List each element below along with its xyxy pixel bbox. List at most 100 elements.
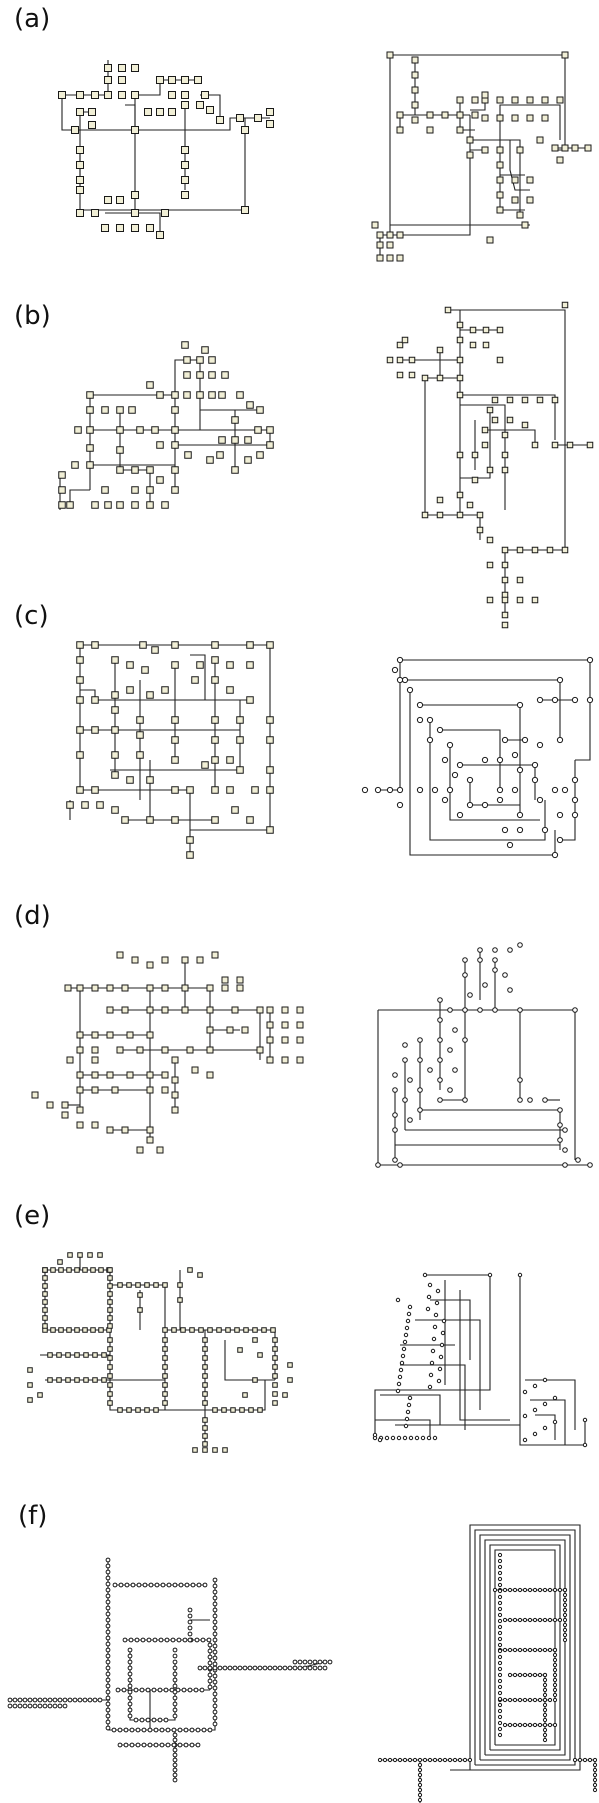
node-dot bbox=[562, 1617, 568, 1623]
node-box bbox=[171, 736, 179, 744]
node-dot bbox=[512, 1697, 518, 1703]
node-dot bbox=[462, 957, 468, 963]
node-box bbox=[206, 456, 214, 464]
node-dot bbox=[407, 1117, 413, 1123]
node-dot bbox=[361, 786, 369, 794]
node-box bbox=[121, 1006, 129, 1014]
node-dot bbox=[292, 1659, 298, 1665]
node-box bbox=[202, 1441, 208, 1447]
node-box bbox=[146, 691, 154, 699]
node-box bbox=[161, 1071, 169, 1079]
node-dot bbox=[187, 1687, 193, 1693]
node-dot bbox=[127, 1665, 133, 1671]
node-box bbox=[82, 1267, 88, 1273]
node-box bbox=[471, 476, 479, 484]
node-dot bbox=[105, 1623, 111, 1629]
node-dot bbox=[172, 1647, 178, 1653]
node-dot bbox=[517, 1077, 523, 1083]
node-dot bbox=[105, 1719, 111, 1725]
node-dot bbox=[417, 1757, 423, 1763]
node-dot bbox=[396, 1381, 402, 1387]
node-box bbox=[272, 1364, 278, 1370]
node-dot bbox=[521, 736, 529, 744]
node-dot bbox=[592, 1762, 598, 1768]
node-dot bbox=[402, 1042, 408, 1048]
node-dot bbox=[416, 786, 424, 794]
node-dot bbox=[142, 1582, 148, 1588]
node-box bbox=[162, 1327, 168, 1333]
node-box bbox=[202, 1382, 208, 1388]
node-box bbox=[481, 426, 489, 434]
node-box bbox=[501, 431, 509, 439]
node-box bbox=[131, 126, 139, 134]
node-box bbox=[146, 816, 154, 824]
node-dot bbox=[105, 1695, 111, 1701]
node-dot bbox=[392, 1087, 398, 1093]
node-box bbox=[221, 984, 229, 992]
node-dot bbox=[395, 1297, 401, 1303]
node-dot bbox=[212, 1637, 218, 1643]
node-dot bbox=[123, 1727, 129, 1733]
node-dot bbox=[166, 1582, 172, 1588]
node-box bbox=[236, 976, 244, 984]
node-dot bbox=[552, 1692, 558, 1698]
node-box bbox=[104, 501, 112, 509]
node-box bbox=[401, 336, 409, 344]
node-dot bbox=[462, 1097, 468, 1103]
node-dot bbox=[531, 776, 539, 784]
node-box bbox=[47, 1377, 53, 1383]
node-box bbox=[501, 451, 509, 459]
node-box bbox=[202, 1391, 208, 1397]
node-dot bbox=[151, 1717, 157, 1723]
panel-a-orthogonal-layout bbox=[371, 51, 592, 262]
node-box bbox=[136, 731, 144, 739]
node-box bbox=[426, 111, 434, 119]
node-box bbox=[76, 186, 84, 194]
node-dot bbox=[497, 1708, 503, 1714]
node-dot bbox=[467, 992, 473, 998]
node-box bbox=[104, 91, 112, 99]
node-box bbox=[237, 1347, 243, 1353]
node-dot bbox=[439, 1342, 445, 1348]
edge bbox=[460, 404, 506, 510]
node-box bbox=[516, 211, 524, 219]
node-dot bbox=[404, 1325, 410, 1331]
node-box bbox=[76, 1071, 84, 1079]
node-dot bbox=[556, 676, 564, 684]
node-box bbox=[74, 426, 82, 434]
node-box bbox=[207, 1327, 213, 1333]
node-box bbox=[202, 1447, 208, 1453]
node-dot bbox=[133, 1717, 139, 1723]
node-box bbox=[107, 1364, 113, 1370]
node-dot bbox=[462, 1757, 468, 1763]
node-box bbox=[65, 1377, 71, 1383]
node-box bbox=[501, 596, 509, 604]
node-dot bbox=[417, 1107, 423, 1113]
node-dot bbox=[153, 1727, 159, 1733]
node-box bbox=[396, 111, 404, 119]
node-box bbox=[516, 146, 524, 154]
node-dot bbox=[62, 1697, 68, 1703]
node-box bbox=[272, 1373, 278, 1379]
node-box bbox=[121, 984, 129, 992]
node-dot bbox=[130, 1582, 136, 1588]
node-dot bbox=[406, 1402, 412, 1408]
node-dot bbox=[22, 1703, 28, 1709]
node-box bbox=[482, 326, 490, 334]
panel-label-f: (f) bbox=[18, 1501, 48, 1531]
node-box bbox=[396, 371, 404, 379]
node-dot bbox=[171, 1727, 177, 1733]
node-dot bbox=[322, 1665, 328, 1671]
node-dot bbox=[163, 1717, 169, 1723]
node-box bbox=[146, 501, 154, 509]
node-dot bbox=[422, 1757, 428, 1763]
node-box bbox=[171, 406, 179, 414]
node-dot bbox=[462, 972, 468, 978]
node-box bbox=[76, 1106, 84, 1114]
node-dot bbox=[382, 1757, 388, 1763]
node-dot bbox=[477, 957, 483, 963]
node-dot bbox=[212, 1679, 218, 1685]
node-box bbox=[231, 466, 239, 474]
node-box bbox=[126, 1071, 134, 1079]
node-box bbox=[98, 1327, 104, 1333]
